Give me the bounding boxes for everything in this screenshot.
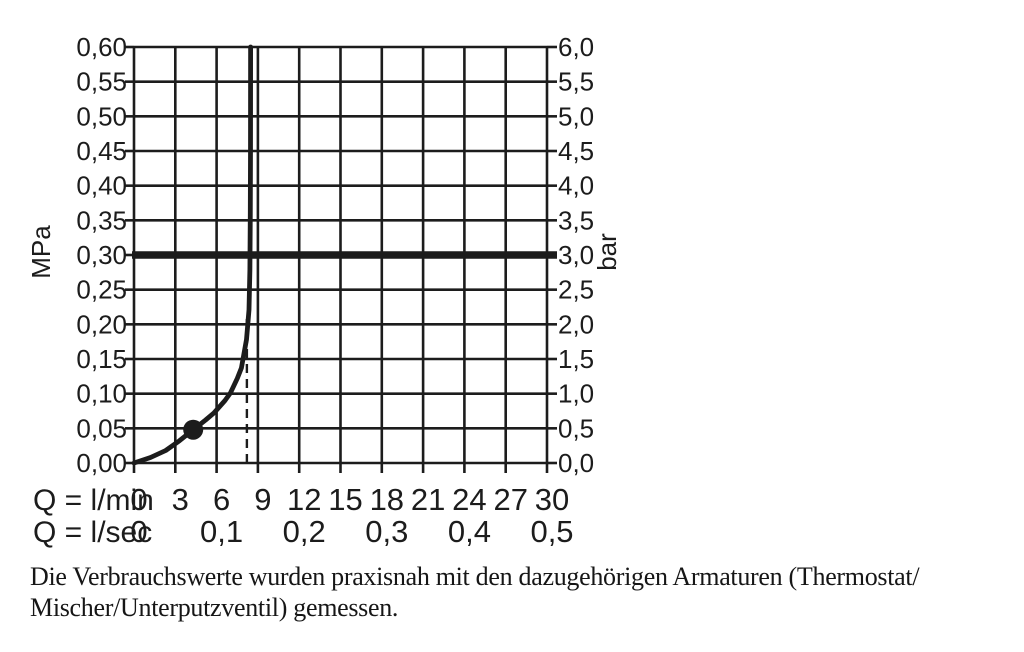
- y-left-tick-label: 0,40: [76, 171, 127, 201]
- x-axis-label-lsec: Q = l/sec: [33, 516, 152, 549]
- y-right-tick-label: 1,0: [558, 379, 594, 409]
- flow-pressure-chart-svg: 0,600,550,500,450,400,350,300,250,200,15…: [26, 32, 622, 549]
- x-tick-label-lmin: 3: [172, 482, 189, 517]
- y-left-tick-label: 0,30: [76, 240, 127, 270]
- x-tick-label-lmin: 9: [254, 482, 271, 517]
- x-tick-label-lsec: 0,1: [200, 514, 243, 549]
- y-left-tick-label: 0,20: [76, 309, 127, 339]
- y-right-axis-unit-label: bar: [592, 233, 622, 271]
- x-tick-label-lmin: 27: [493, 482, 527, 517]
- y-right-tick-label: 5,0: [558, 101, 594, 131]
- x-tick-label-lsec: 0,3: [365, 514, 408, 549]
- y-right-tick-label: 5,5: [558, 67, 594, 97]
- y-right-tick-label: 3,5: [558, 205, 594, 235]
- x-tick-label-lsec: 0,2: [283, 514, 326, 549]
- y-left-tick-label: 0,35: [76, 205, 127, 235]
- x-tick-label-lsec: 0: [130, 514, 147, 549]
- x-tick-label-lmin: 21: [411, 482, 445, 517]
- chart-caption: Die Verbrauchswerte wurden praxisnah mit…: [30, 561, 990, 623]
- operating-point-marker: [183, 419, 204, 440]
- x-tick-label-lmin: 15: [328, 482, 362, 517]
- y-left-tick-label: 0,45: [76, 136, 127, 166]
- y-right-tick-label: 0,0: [558, 448, 594, 478]
- x-tick-label-lmin: 30: [535, 482, 569, 517]
- x-tick-label-lmin: 12: [287, 482, 321, 517]
- x-tick-label-lsec: 0,4: [448, 514, 491, 549]
- y-right-tick-label: 0,5: [558, 413, 594, 443]
- y-right-tick-label: 6,0: [558, 32, 594, 62]
- x-tick-label-lmin: 0: [130, 482, 147, 517]
- flow-pressure-chart: 0,60 0,55 0,50 0,45 0,40 0,35 0,30 0,25 0,20 0,15…: [26, 32, 622, 549]
- x-tick-label-lmin: 18: [370, 482, 404, 517]
- y-right-tick-label: 4,0: [558, 171, 594, 201]
- caption-line-2: Mischer/Unterputzventil) gemessen.: [30, 593, 399, 622]
- y-right-tick-label: 2,0: [558, 309, 594, 339]
- flow-curve: [131, 44, 254, 466]
- y-left-tick-label: 0,00: [76, 448, 127, 478]
- y-left-tick-label: 0,15: [76, 344, 127, 374]
- y-left-tick-label: 0,05: [76, 413, 127, 443]
- y-left-tick-label: 0,60: [76, 32, 127, 62]
- y-left-tick-label: 0,55: [76, 67, 127, 97]
- x-axis-label-lmin: Q = l/min: [33, 484, 154, 517]
- y-right-tick-label: 2,5: [558, 275, 594, 305]
- y-left-axis-unit-label: MPa: [26, 225, 56, 279]
- x-tick-label-lsec: 0,5: [530, 514, 573, 549]
- caption-line-1: Die Verbrauchswerte wurden praxisnah mit…: [30, 562, 920, 591]
- y-left-tick-label: 0,10: [76, 379, 127, 409]
- y-right-tick-label: 4,5: [558, 136, 594, 166]
- y-right-tick-label: 3,0: [558, 240, 594, 270]
- y-left-tick-label: 0,50: [76, 101, 127, 131]
- x-tick-label-lmin: 6: [213, 482, 230, 517]
- y-right-tick-label: 1,5: [558, 344, 594, 374]
- x-tick-label-lmin: 24: [452, 482, 486, 517]
- y-left-tick-label: 0,25: [76, 275, 127, 305]
